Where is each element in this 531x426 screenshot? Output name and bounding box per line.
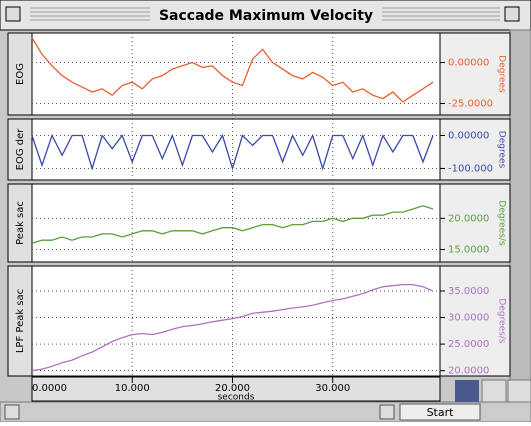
- y-tick-label: 15.0000: [448, 245, 489, 256]
- trace: [31, 283, 434, 372]
- y2-axis-label: Degrees: [497, 131, 507, 169]
- y-tick-label: 30.0000: [448, 313, 489, 324]
- y-tick-label: 25.0000: [448, 339, 489, 350]
- trace: [31, 37, 434, 103]
- label-column: [7, 183, 33, 263]
- start-button[interactable]: [399, 403, 481, 421]
- plot-area: [31, 32, 441, 116]
- axis-column: [439, 32, 511, 116]
- y2-axis-label: Degrees: [497, 55, 507, 93]
- axis-column: [439, 265, 511, 377]
- text-tool[interactable]: [481, 379, 507, 403]
- y-tick-label: 35.0000: [448, 286, 489, 297]
- trace: [31, 133, 434, 171]
- label-column: [7, 118, 33, 181]
- x-axis-strip: [31, 376, 441, 402]
- y-tick-label: 0.00000: [448, 130, 489, 141]
- plot-area: [31, 265, 441, 377]
- y-axis-label: LPF Peak sac: [15, 289, 26, 353]
- scroll-left[interactable]: [4, 404, 20, 420]
- x-tick-label: 30.000: [315, 383, 350, 394]
- x-tick-label: 20.000: [215, 383, 250, 394]
- y-axis-label: EOG der: [15, 128, 26, 171]
- x-axis-label: seconds: [218, 393, 255, 403]
- vertical-scrollbar[interactable]: [509, 29, 531, 381]
- title-back: [150, 5, 382, 25]
- label-column: [7, 265, 33, 377]
- x-tick-label: 10.000: [115, 383, 150, 394]
- y2-axis-label: Degrees/s: [497, 200, 507, 245]
- y-tick-label: 20.0000: [448, 213, 489, 224]
- label-column: [7, 32, 33, 116]
- axis-column: [439, 183, 511, 263]
- x-tick-label: 0.0000: [32, 383, 67, 394]
- y-axis-label: EOG: [15, 63, 26, 85]
- y-tick-label: 20.0000: [448, 366, 489, 377]
- y-axis-label: Peak sac: [15, 201, 26, 245]
- close-box[interactable]: [5, 6, 21, 22]
- scroll-right[interactable]: [379, 404, 395, 420]
- zoom-box[interactable]: [504, 6, 520, 22]
- plot-area: [31, 183, 441, 263]
- axis-column: [439, 118, 511, 181]
- y-tick-label: -25.0000: [448, 99, 493, 110]
- y-tick-label: -100.000: [448, 163, 493, 174]
- y-tick-label: 0.00000: [448, 58, 489, 69]
- y2-axis-label: Degrees/s: [497, 298, 507, 343]
- pointer-tool[interactable]: [455, 380, 479, 402]
- zoom-tool[interactable]: [507, 379, 531, 403]
- start-label[interactable]: Start: [427, 406, 455, 419]
- trace: [31, 205, 434, 244]
- window-title: Saccade Maximum Velocity: [159, 8, 373, 24]
